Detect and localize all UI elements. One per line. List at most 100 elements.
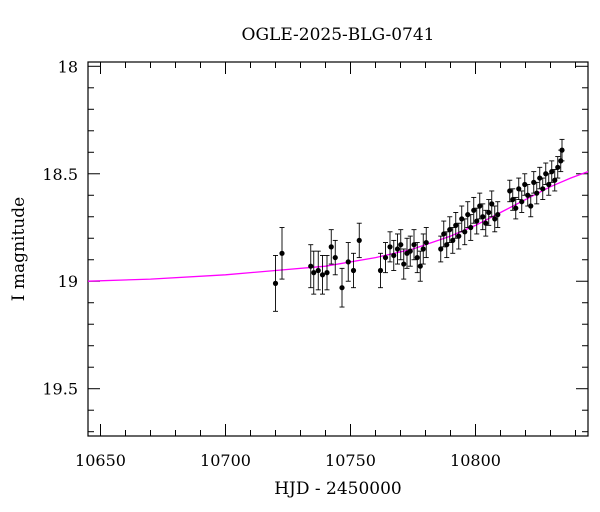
data-point	[495, 201, 501, 228]
point-marker	[324, 270, 330, 276]
point-marker	[534, 190, 540, 196]
data-point	[456, 222, 462, 250]
data-point	[438, 235, 444, 263]
point-marker	[552, 177, 558, 183]
point-marker	[528, 203, 534, 209]
point-marker	[513, 205, 519, 211]
x-tick-label: 10750	[325, 451, 376, 470]
point-marker	[423, 239, 429, 246]
point-marker	[407, 248, 413, 254]
point-marker	[546, 181, 552, 188]
data-point	[441, 220, 447, 248]
data-point	[350, 252, 357, 289]
point-marker	[474, 218, 480, 224]
data-point	[555, 156, 561, 179]
point-marker	[356, 237, 362, 244]
data-point	[534, 181, 540, 205]
point-marker	[411, 242, 417, 248]
point-marker	[279, 250, 285, 256]
point-marker	[391, 252, 397, 259]
y-tick-label: 19.5	[42, 380, 78, 399]
point-marker	[315, 267, 321, 274]
axis-ticks	[88, 62, 588, 436]
data-point	[552, 169, 558, 192]
data-point	[462, 218, 468, 246]
data-point	[528, 194, 534, 218]
data-point	[516, 177, 522, 201]
data-point	[468, 214, 474, 241]
data-point	[332, 239, 338, 276]
data-point	[420, 233, 426, 265]
data-point	[328, 229, 334, 265]
point-marker	[549, 169, 555, 175]
point-marker	[540, 186, 546, 192]
point-marker	[308, 263, 314, 269]
model-curve-group	[87, 170, 589, 282]
data-point	[480, 203, 486, 231]
data-point	[411, 229, 417, 261]
data-point	[546, 173, 552, 196]
model-curve	[87, 170, 589, 282]
x-axis-label: HJD - 2450000	[274, 479, 402, 499]
point-marker	[471, 207, 477, 213]
point-marker	[522, 181, 528, 188]
data-point	[356, 222, 362, 259]
data-point	[543, 162, 549, 185]
point-marker	[272, 280, 279, 286]
data-point	[319, 254, 326, 295]
data-point	[382, 242, 389, 274]
point-marker	[339, 285, 345, 291]
data-point	[339, 267, 345, 308]
point-marker	[328, 244, 334, 250]
data-point	[308, 244, 314, 289]
data-point	[483, 209, 489, 237]
point-marker	[516, 186, 522, 192]
data-point	[398, 229, 404, 261]
point-marker	[459, 216, 465, 222]
point-marker	[489, 201, 495, 207]
data-point	[471, 196, 477, 224]
data-point	[414, 242, 420, 274]
data-point	[513, 196, 519, 220]
point-marker	[543, 171, 549, 177]
data-point	[519, 190, 525, 213]
point-marker	[507, 188, 513, 194]
point-marker	[311, 270, 317, 276]
x-tick-label: 10700	[200, 451, 251, 470]
data-point	[272, 254, 279, 312]
y-tick-labels: 18 18.5 19 19.5	[42, 57, 78, 398]
data-point	[559, 138, 565, 162]
point-marker	[486, 209, 492, 216]
point-marker	[382, 254, 389, 261]
data-point	[540, 177, 546, 201]
data-point	[391, 239, 397, 271]
point-marker	[394, 246, 401, 252]
point-marker	[465, 212, 471, 218]
point-marker	[350, 267, 357, 274]
x-tick-labels: 10650 10700 10750 10800	[75, 451, 501, 470]
point-marker	[387, 244, 393, 250]
point-marker	[441, 231, 447, 237]
point-marker	[462, 229, 468, 235]
data-point	[474, 207, 480, 235]
point-marker	[525, 192, 531, 198]
data-point	[387, 231, 393, 263]
data-points-group	[272, 138, 565, 312]
point-marker	[495, 212, 501, 218]
point-marker	[510, 196, 516, 203]
point-marker	[401, 261, 407, 267]
data-point	[465, 201, 471, 228]
data-point	[394, 233, 401, 265]
point-marker	[438, 246, 444, 252]
data-point	[311, 250, 317, 295]
data-point	[486, 199, 492, 226]
data-point	[324, 254, 330, 291]
y-tick-label: 19	[58, 272, 78, 291]
point-marker	[492, 216, 498, 222]
point-marker	[519, 199, 525, 205]
point-marker	[345, 259, 351, 265]
data-point	[477, 192, 483, 220]
y-tick-label: 18.5	[42, 165, 78, 184]
y-tick-label: 18	[58, 57, 78, 76]
